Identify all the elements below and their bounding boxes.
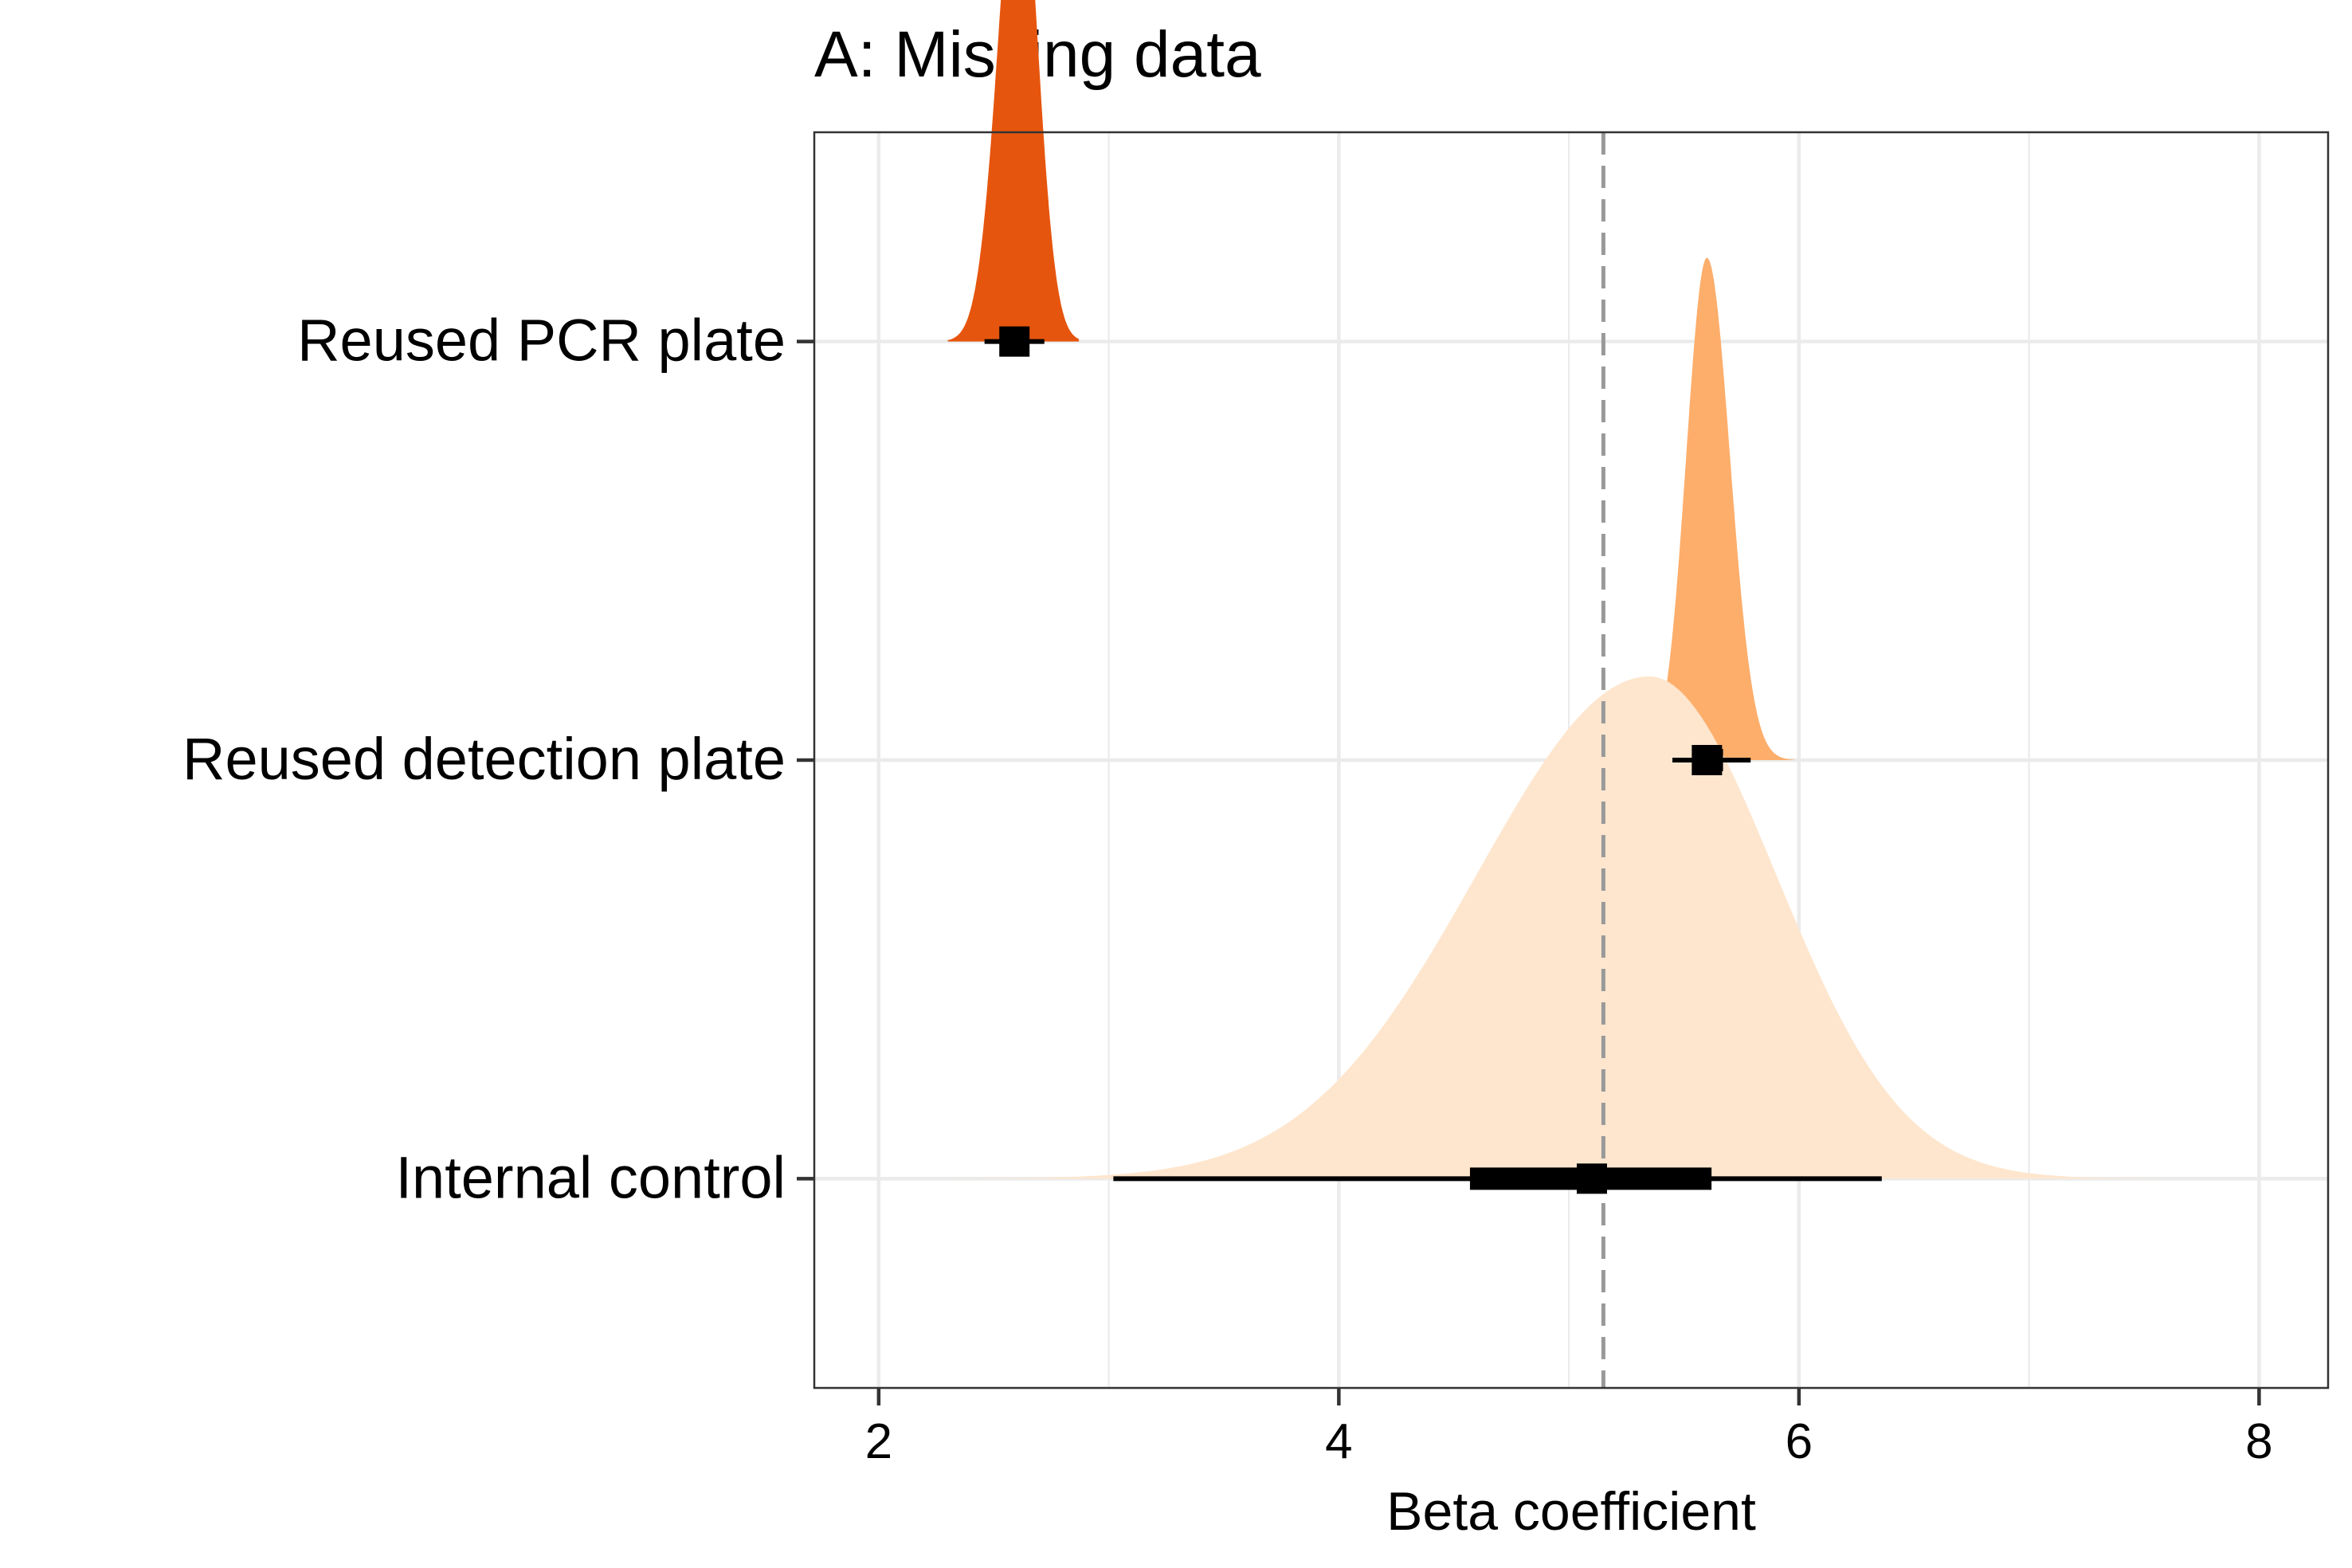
y-axis: Reused PCR plate Reused detection plate In… (182, 308, 814, 1210)
point-estimate (999, 326, 1030, 357)
x-axis-label: Beta coefficient (1386, 1481, 1756, 1542)
density-slab (1626, 257, 1795, 761)
x-tick-label: 2 (865, 1414, 892, 1469)
density-slab (947, 0, 1080, 342)
density-slab (878, 676, 2213, 1179)
point-estimate (1691, 745, 1723, 775)
densities (878, 0, 2213, 1179)
x-tick-label: 6 (1786, 1414, 1813, 1469)
intervals (984, 326, 1882, 1194)
y-tick-label: Reused PCR plate (297, 308, 786, 374)
x-axis: 2 4 6 8 (865, 1388, 2273, 1469)
x-tick-label: 8 (2245, 1414, 2272, 1469)
y-tick-label: Internal control (396, 1144, 786, 1210)
x-tick-label: 4 (1325, 1414, 1352, 1469)
y-tick-label: Reused detection plate (182, 726, 786, 792)
point-estimate (1576, 1163, 1607, 1194)
